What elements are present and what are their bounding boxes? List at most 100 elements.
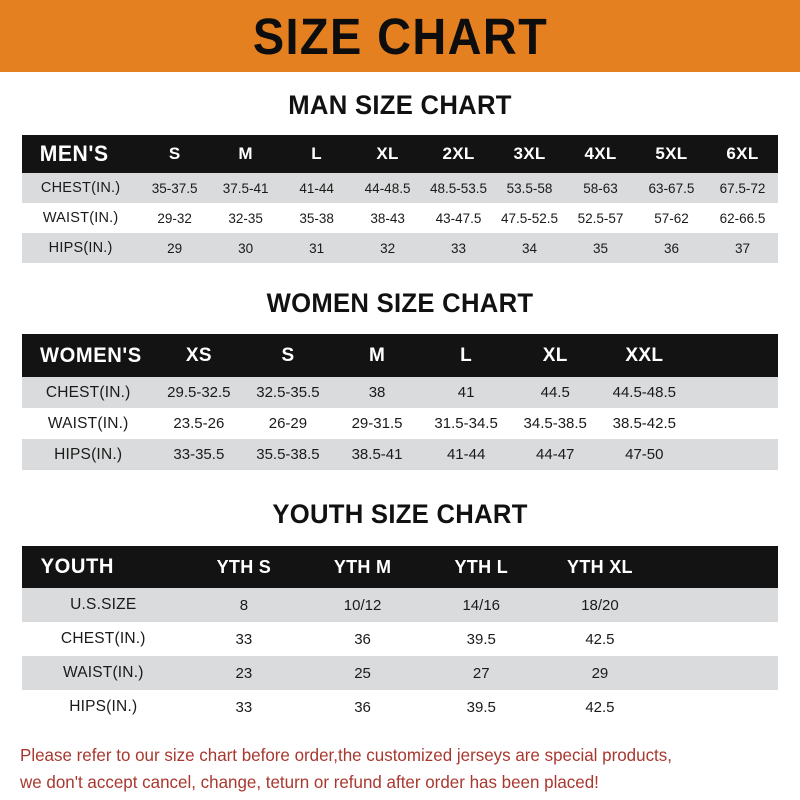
table-cell bbox=[659, 656, 778, 690]
youth-row-label: HIPS(IN.) bbox=[69, 698, 138, 715]
youth-row-label: CHEST(IN.) bbox=[60, 630, 146, 647]
table-cell bbox=[659, 622, 778, 656]
disclaimer-line-1: Please refer to our size chart before or… bbox=[20, 745, 672, 765]
man-size-header-xl: XL bbox=[376, 144, 399, 163]
table-cell: 42.5 bbox=[585, 698, 615, 716]
women-size-header-xs: XS bbox=[185, 344, 212, 366]
women-size-header-blank-6 bbox=[689, 334, 778, 377]
table-cell: 37.5-41 bbox=[222, 180, 269, 196]
youth-row-label: WAIST(IN.) bbox=[62, 664, 144, 681]
table-cell: 38.5-41 bbox=[351, 446, 403, 463]
table-cell: 29.5-32.5 bbox=[167, 384, 231, 401]
man-size-header-4xl: 4XL bbox=[584, 144, 617, 163]
table-cell bbox=[659, 588, 778, 622]
table-cell: 47.5-52.5 bbox=[500, 210, 559, 226]
table-cell: 41-44 bbox=[446, 446, 486, 463]
table-row: WAIST(IN.) 29-32 32-35 35-38 38-43 43-47.5 47.… bbox=[22, 203, 778, 233]
table-row: CHEST(IN.) 29.5-32.5 32.5-35.5 38 41 44.5 44.5… bbox=[22, 377, 778, 408]
table-cell: 33 bbox=[235, 698, 253, 716]
women-size-table: WOMEN'S XS S M L XL XXL CHEST(IN.) 29.5-32.5 32.5… bbox=[22, 334, 778, 470]
table-cell: 44.5-48.5 bbox=[612, 384, 676, 401]
table-cell: 35-38 bbox=[299, 210, 334, 226]
women-header-row: WOMEN'S XS S M L XL XXL bbox=[22, 334, 778, 377]
table-cell: 48.5-53.5 bbox=[430, 180, 488, 196]
table-cell: 42.5 bbox=[585, 630, 615, 648]
women-size-table-wrap: WOMEN'S XS S M L XL XXL CHEST(IN.) 29.5-32.5 32.5… bbox=[22, 334, 778, 470]
man-size-header-s: S bbox=[168, 144, 181, 163]
table-cell: 44-47 bbox=[536, 446, 575, 463]
man-size-header-m: M bbox=[238, 144, 253, 163]
youth-size-table: YOUTH YTH S YTH M YTH L YTH XL U.S.SIZE 8 10/12… bbox=[22, 546, 778, 724]
table-cell: 38 bbox=[368, 384, 386, 401]
table-row: WAIST(IN.) 23 25 27 29 bbox=[22, 656, 778, 690]
table-cell: 35.5-38.5 bbox=[256, 446, 320, 463]
table-cell bbox=[689, 439, 778, 470]
table-cell: 29-31.5 bbox=[351, 415, 403, 432]
table-cell: 26-29 bbox=[268, 415, 308, 432]
youth-header-row: YOUTH YTH S YTH M YTH L YTH XL bbox=[22, 546, 778, 588]
women-size-header-m: M bbox=[368, 344, 386, 366]
table-cell: 47-50 bbox=[625, 446, 664, 463]
women-row-label: WAIST(IN.) bbox=[47, 414, 129, 432]
table-row: U.S.SIZE 8 10/12 14/16 18/20 bbox=[22, 588, 778, 622]
table-row: WAIST(IN.) 23.5-26 26-29 29-31.5 31.5-34.5 34… bbox=[22, 408, 778, 439]
table-cell: 29 bbox=[167, 240, 183, 256]
table-cell: 38-43 bbox=[370, 210, 405, 226]
table-cell bbox=[689, 408, 778, 439]
women-row-label: HIPS(IN.) bbox=[54, 445, 123, 463]
table-cell: 31.5-34.5 bbox=[434, 415, 498, 432]
table-cell: 36 bbox=[354, 630, 371, 648]
youth-size-header-blank-4 bbox=[659, 546, 778, 588]
youth-size-header-yth-xl: YTH XL bbox=[567, 556, 633, 577]
youth-size-header-yth-m: YTH M bbox=[333, 556, 392, 577]
man-size-header-l: L bbox=[311, 144, 322, 163]
man-size-table: MEN'S S M L XL 2XL 3XL 4XL 5XL 6XL CHEST(IN.) 35-37… bbox=[22, 135, 778, 263]
man-header-row: MEN'S S M L XL 2XL 3XL 4XL 5XL 6XL bbox=[22, 135, 778, 173]
table-cell: 10/12 bbox=[343, 596, 382, 614]
table-cell: 33 bbox=[235, 630, 253, 648]
women-size-header-s: S bbox=[281, 344, 295, 366]
table-cell: 29 bbox=[591, 664, 609, 682]
table-cell bbox=[659, 690, 778, 724]
man-category-label: MEN'S bbox=[39, 141, 109, 166]
youth-size-table-wrap: YOUTH YTH S YTH M YTH L YTH XL U.S.SIZE 8 10/12… bbox=[22, 546, 778, 724]
table-cell: 39.5 bbox=[466, 630, 496, 648]
women-category-label: WOMEN'S bbox=[40, 343, 142, 367]
table-cell: 57-62 bbox=[654, 210, 689, 226]
table-cell: 36 bbox=[663, 240, 679, 256]
table-cell: 31 bbox=[309, 240, 325, 256]
table-cell: 33 bbox=[451, 240, 467, 256]
table-cell: 53.5-58 bbox=[506, 180, 553, 196]
disclaimer-line-2: we don't accept cancel, change, teturn o… bbox=[20, 772, 599, 793]
table-row: CHEST(IN.) 33 36 39.5 42.5 bbox=[22, 622, 778, 656]
man-size-header-2xl: 2XL bbox=[442, 144, 475, 163]
section-title-man: MAN SIZE CHART bbox=[288, 90, 512, 120]
man-size-table-wrap: MEN'S S M L XL 2XL 3XL 4XL 5XL 6XL CHEST(IN.) 35-37… bbox=[22, 135, 778, 263]
table-cell: 8 bbox=[239, 596, 249, 614]
women-row-label: CHEST(IN.) bbox=[45, 383, 131, 401]
women-size-header-xxl: XXL bbox=[625, 344, 664, 366]
youth-size-header-yth-l: YTH L bbox=[454, 556, 508, 577]
table-cell: 23 bbox=[235, 664, 253, 682]
table-cell: 25 bbox=[354, 664, 371, 682]
page-banner: SIZE CHART bbox=[0, 0, 800, 72]
man-row-label: HIPS(IN.) bbox=[48, 240, 113, 256]
table-cell: 30 bbox=[238, 240, 254, 256]
table-cell: 32 bbox=[380, 240, 396, 256]
table-row: HIPS(IN.) 33 36 39.5 42.5 bbox=[22, 690, 778, 724]
table-cell: 39.5 bbox=[466, 698, 496, 716]
man-row-label: CHEST(IN.) bbox=[40, 180, 121, 196]
man-size-header-5xl: 5XL bbox=[655, 144, 688, 163]
table-row: HIPS(IN.) 29 30 31 32 33 34 35 36 37 bbox=[22, 233, 778, 263]
table-cell: 62-66.5 bbox=[719, 210, 766, 226]
youth-row-label: U.S.SIZE bbox=[70, 596, 137, 613]
table-cell: 37 bbox=[734, 240, 750, 256]
youth-size-header-yth-s: YTH S bbox=[216, 556, 272, 577]
page-title: SIZE CHART bbox=[252, 7, 548, 65]
section-title-youth: YOUTH SIZE CHART bbox=[272, 499, 528, 529]
table-cell: 44-48.5 bbox=[364, 180, 411, 196]
table-cell: 23.5-26 bbox=[173, 415, 225, 432]
youth-category-label: YOUTH bbox=[40, 555, 115, 578]
table-cell: 32.5-35.5 bbox=[256, 384, 320, 401]
